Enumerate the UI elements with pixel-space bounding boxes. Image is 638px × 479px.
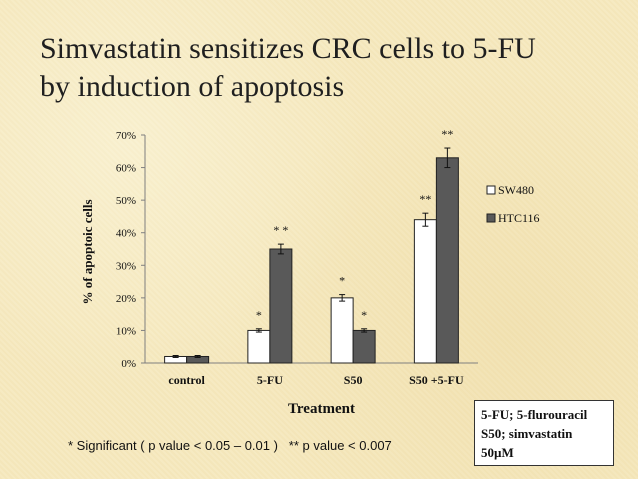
bar-sw480 bbox=[330, 297, 354, 364]
bar-htc116 bbox=[352, 329, 376, 364]
legend-swatch-htc116 bbox=[486, 213, 496, 223]
slide-title: Simvastatin sensitizes CRC cells to 5-FU… bbox=[40, 30, 620, 106]
y-tick-label: 60% bbox=[116, 163, 136, 175]
x-tick-label: S50 bbox=[344, 373, 363, 387]
bar-htc116 bbox=[435, 157, 459, 364]
y-tick-label: 40% bbox=[116, 228, 136, 240]
significance-marker: * bbox=[339, 274, 345, 288]
footnote-double-star: ** p value < 0.007 bbox=[288, 438, 392, 453]
y-tick-label: 50% bbox=[116, 195, 136, 207]
x-tick-label: control bbox=[168, 373, 205, 387]
significance-marker: ** bbox=[419, 192, 431, 206]
significance-marker: * bbox=[256, 308, 262, 322]
abbreviation-dose: 50µM bbox=[481, 445, 514, 460]
abbreviation-5fu: 5-FU; 5-flurouracil bbox=[481, 407, 588, 422]
bar-htc116 bbox=[269, 248, 293, 364]
y-tick-label: 70% bbox=[116, 130, 136, 142]
significance-marker: * * bbox=[273, 223, 288, 237]
legend-label-sw480: SW480 bbox=[498, 183, 534, 197]
significance-marker: ** bbox=[441, 127, 453, 141]
legend-swatch-sw480 bbox=[486, 185, 496, 195]
abbreviation-box: 5-FU; 5-flurouracil S50; simvastatin 50µ… bbox=[474, 400, 614, 466]
significance-footnote: * Significant ( p value < 0.05 – 0.01 ) … bbox=[68, 438, 392, 453]
x-axis-title: Treatment bbox=[288, 401, 355, 417]
abbreviation-s50: S50; simvastatin bbox=[481, 426, 573, 441]
significance-marker: * bbox=[361, 308, 367, 322]
y-tick-label: 30% bbox=[116, 260, 136, 272]
footnote-single-star: * Significant ( p value < 0.05 – 0.01 ) bbox=[68, 438, 278, 453]
y-tick-label: 10% bbox=[116, 325, 136, 337]
bar-sw480 bbox=[247, 329, 271, 364]
y-axis-title: % of apoptoic cells bbox=[80, 199, 95, 304]
x-tick-label: S50 +5-FU bbox=[409, 373, 464, 387]
y-tick-label: 20% bbox=[116, 293, 136, 305]
slide-title-line-2: by induction of apoptosis bbox=[40, 70, 345, 103]
slide-title-line-1: Simvastatin sensitizes CRC cells to 5-FU bbox=[40, 32, 536, 65]
y-tick-label: 0% bbox=[121, 358, 136, 370]
legend-label-htc116: HTC116 bbox=[498, 211, 540, 225]
x-tick-label: 5-FU bbox=[257, 373, 283, 387]
bar-sw480 bbox=[413, 219, 437, 364]
